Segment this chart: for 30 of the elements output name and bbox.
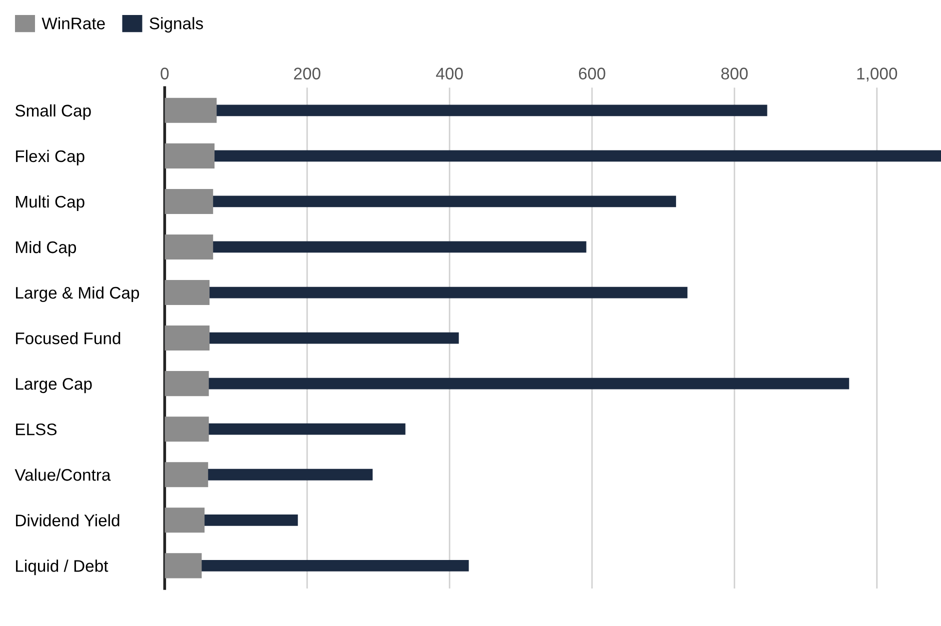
x-tick-label: 400 — [436, 68, 463, 80]
bar — [164, 280, 210, 306]
x-tick-label: 600 — [578, 68, 606, 80]
bar — [164, 462, 208, 488]
bar — [164, 143, 215, 168]
y-tick-label: Value/Contra — [14, 468, 111, 481]
y-tick-label: Multi Cap — [16, 195, 84, 211]
x-tick-label: 800 — [721, 68, 748, 80]
y-tick-label: Dividend Yield — [16, 514, 120, 526]
y-tick-label: Focused Fund — [16, 332, 120, 344]
y-tick-label: Large & Mid Cap — [16, 286, 140, 302]
y-tick-label: ELSS — [16, 423, 57, 436]
bar — [164, 416, 209, 442]
bar — [164, 98, 217, 123]
bar — [164, 234, 214, 260]
bar — [164, 371, 209, 396]
legend-label: Signals — [150, 17, 203, 33]
y-tick-label: Mid Cap — [16, 240, 76, 256]
y-tick-label: Flexi Cap — [16, 150, 84, 166]
x-tick-label: 200 — [294, 68, 320, 80]
y-tick-label: Small Cap — [15, 104, 91, 120]
x-tick-label: 1,000 — [857, 68, 898, 82]
y-tick-label: Large Cap — [16, 378, 92, 394]
legend-label: WinRate — [42, 17, 105, 30]
bar — [164, 326, 210, 351]
bar — [164, 188, 214, 214]
bar — [164, 508, 205, 533]
x-tick-label: 0 — [160, 68, 169, 80]
bar — [164, 553, 202, 578]
y-tick-label: Liquid / Debt — [16, 560, 108, 576]
